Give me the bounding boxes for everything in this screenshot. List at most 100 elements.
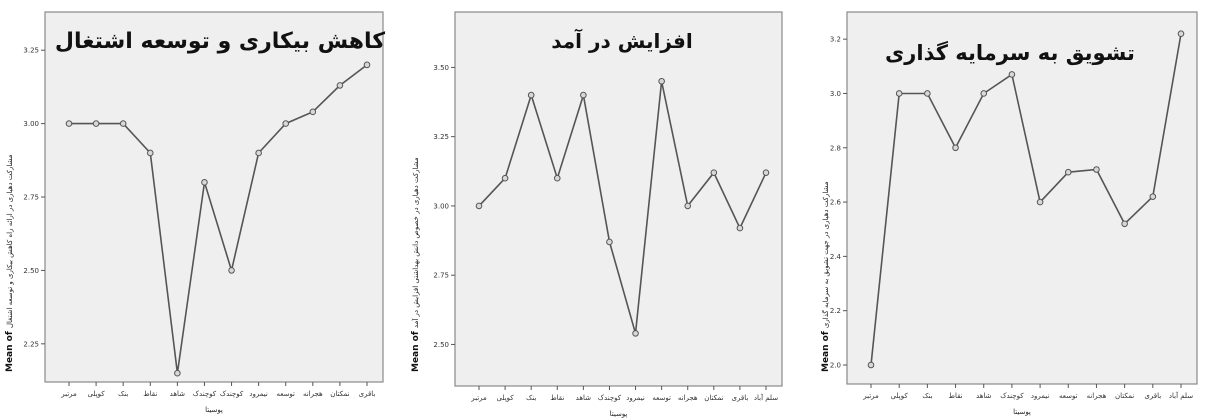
chart1-point <box>92 120 100 127</box>
chart3-point <box>1064 168 1072 176</box>
chart3-ytick-label: 2.0 <box>830 361 841 369</box>
chart3-y-axis-mean-of: Mean of <box>821 328 831 372</box>
chart2-xtick-label: سلم آباد <box>754 393 778 402</box>
chart1-point <box>255 149 262 157</box>
chart3-xtick-label: نمکتان <box>1115 392 1134 400</box>
chart3-point <box>924 90 931 97</box>
chart1-ytick-label: 2.75 <box>23 194 39 202</box>
chart3-y-axis-label-group: Mean of مشارکت دهیاری در جهت تشویق به سر… <box>821 181 831 372</box>
chart2-point <box>501 174 509 182</box>
chart3-xtick-label: نیمرود <box>1031 392 1050 400</box>
chart3-xtick-label: کوچندک <box>1000 392 1024 400</box>
chart2-ytick-label: 2.75 <box>433 272 449 280</box>
chart1-xtick-label: نیمرود <box>249 390 268 398</box>
chart3-point <box>895 90 903 97</box>
chart2-xtick-label: باقری <box>732 394 749 402</box>
chart1-y-axis-label-group: Mean of مشارکت دهیاری در ارائه راه کاهش … <box>5 154 15 372</box>
chart2-series-line <box>478 81 767 334</box>
chart3-xtick-label: هجرانه <box>1087 392 1107 400</box>
chart1-xtick-label: هجرانه <box>303 390 323 398</box>
chart2-point <box>553 174 561 182</box>
chart2-point <box>684 202 692 210</box>
chart2-point <box>762 169 770 176</box>
chart3-xtick-label: نقاط <box>948 392 962 400</box>
chart3-point <box>1177 30 1185 38</box>
chart3-plot-area <box>846 11 1198 385</box>
chart1-point <box>228 267 235 274</box>
chart2-xtick-label: کوچندک <box>598 394 622 402</box>
chart1-point <box>146 149 154 157</box>
chart2-point <box>606 238 613 246</box>
chart3-ytick-label: 3.2 <box>830 36 841 44</box>
chart2-point <box>527 91 535 99</box>
chart2: 2.50 2.75 3.00 3.25 3.50 مرتبر کوپلی بنک نقاط شاه… <box>411 11 783 418</box>
chart1-point <box>174 369 181 377</box>
chart3-ytick-label: 2.2 <box>830 307 841 315</box>
chart3-point <box>1008 71 1016 78</box>
chart3-point <box>1093 166 1100 173</box>
chart3-xtick-label: کوپلی <box>891 392 909 400</box>
chart1-point <box>201 179 208 186</box>
chart2-ytick-label: 2.50 <box>433 341 449 349</box>
chart2-point <box>658 77 665 85</box>
chart3-xtick-label: توسعه <box>1059 392 1078 400</box>
chart3-point <box>980 90 988 97</box>
chart3-point <box>867 361 875 369</box>
chart2-point <box>580 91 587 99</box>
chart1-point <box>309 108 317 116</box>
chart3-series-line <box>870 33 1182 366</box>
chart3-y-axis-label: Mean of مشارکت دهیاری در جهت تشویق به سر… <box>821 181 831 372</box>
chart1-xtick-label: کوچندک <box>193 390 217 398</box>
chart1-title: کاهش بیکاری و توسعه اشتغال <box>55 29 385 54</box>
chart2-x-axis-label: پوسیتا <box>610 410 628 418</box>
chart3-point <box>1149 193 1157 200</box>
chart3-point <box>1036 198 1044 206</box>
chart2-point <box>710 169 718 176</box>
chart2-y-axis-text: مشارکت دهیاری در خصوص دانش بهداشتی افزای… <box>411 157 420 328</box>
chart1-ytick-label: 3.25 <box>23 47 39 55</box>
chart1: 2.25 2.50 2.75 3.00 3.25 مرتبر کوپلی بنک نقاط شاه… <box>5 11 385 414</box>
chart1-xtick-label: توسعه <box>276 390 295 398</box>
chart2-xtick-label: توسعه <box>652 394 671 402</box>
chart1-xtick-label: مرتبر <box>60 390 77 398</box>
chart3-xtick-label: باقری <box>1144 392 1161 400</box>
chart1-xtick-label: نقاط <box>143 390 157 398</box>
chart1-xtick-label: کوپلی <box>88 390 106 398</box>
chart1-ytick-label: 3.00 <box>23 120 39 128</box>
chart3-xtick-label: مرتبر <box>862 392 879 400</box>
chart1-y-axis-text: مشارکت دهیاری در ارائه راه کاهش بیکاری و… <box>6 154 14 328</box>
chart2-xtick-label: نقاط <box>550 394 564 402</box>
chart1-xtick-label: نمکتان <box>330 390 349 398</box>
chart3-y-axis-text: مشارکت دهیاری در جهت تشویق به سرمایه گذا… <box>821 181 830 328</box>
chart1-y-axis-label: Mean of مشارکت دهیاری در ارائه راه کاهش … <box>5 154 15 372</box>
chart1-point <box>363 61 371 69</box>
chart2-xtick-label: نمکتان <box>704 394 723 402</box>
chart1-x-axis-label: پوسیتا <box>205 406 223 414</box>
chart3-ytick-label: 3.0 <box>830 90 841 98</box>
chart2-point <box>475 202 483 210</box>
chart2-xtick-label: هجرانه <box>678 394 698 402</box>
chart3-ytick-label: 2.6 <box>830 199 842 207</box>
chart1-series-line <box>69 64 368 374</box>
chart3-point <box>1121 220 1128 228</box>
chart3-title: تشویق به سرمایه گذاری <box>885 40 1135 65</box>
chart2-xtick-label: بنک <box>526 394 536 402</box>
chart3-xtick-label: سلم آباد <box>1169 391 1193 400</box>
chart2-point <box>632 330 639 337</box>
chart3-x-axis-label: پوسیتا <box>1013 408 1031 416</box>
chart2-ytick-label: 3.00 <box>433 202 449 210</box>
chart3-xtick-label: شاهد <box>976 392 991 400</box>
chart2-xtick-label: نیمرود <box>626 394 645 402</box>
chart1-point <box>336 82 344 89</box>
chart1-xtick-label: باقری <box>359 390 376 398</box>
chart1-point <box>282 120 290 127</box>
chart2-ytick-label: 3.50 <box>433 64 449 72</box>
chart1-plot-area <box>44 11 384 383</box>
chart3-ytick-label: 2.4 <box>830 253 842 261</box>
chart3: 2.0 2.2 2.4 2.6 2.8 3.0 3.2 مرتبر کوپلی بنک نقاط شا… <box>821 11 1198 416</box>
chart2-xtick-label: کوپلی <box>497 394 515 402</box>
chart1-point <box>65 120 73 127</box>
chart1-point <box>119 120 127 127</box>
chart3-ytick-label: 2.8 <box>830 144 841 152</box>
